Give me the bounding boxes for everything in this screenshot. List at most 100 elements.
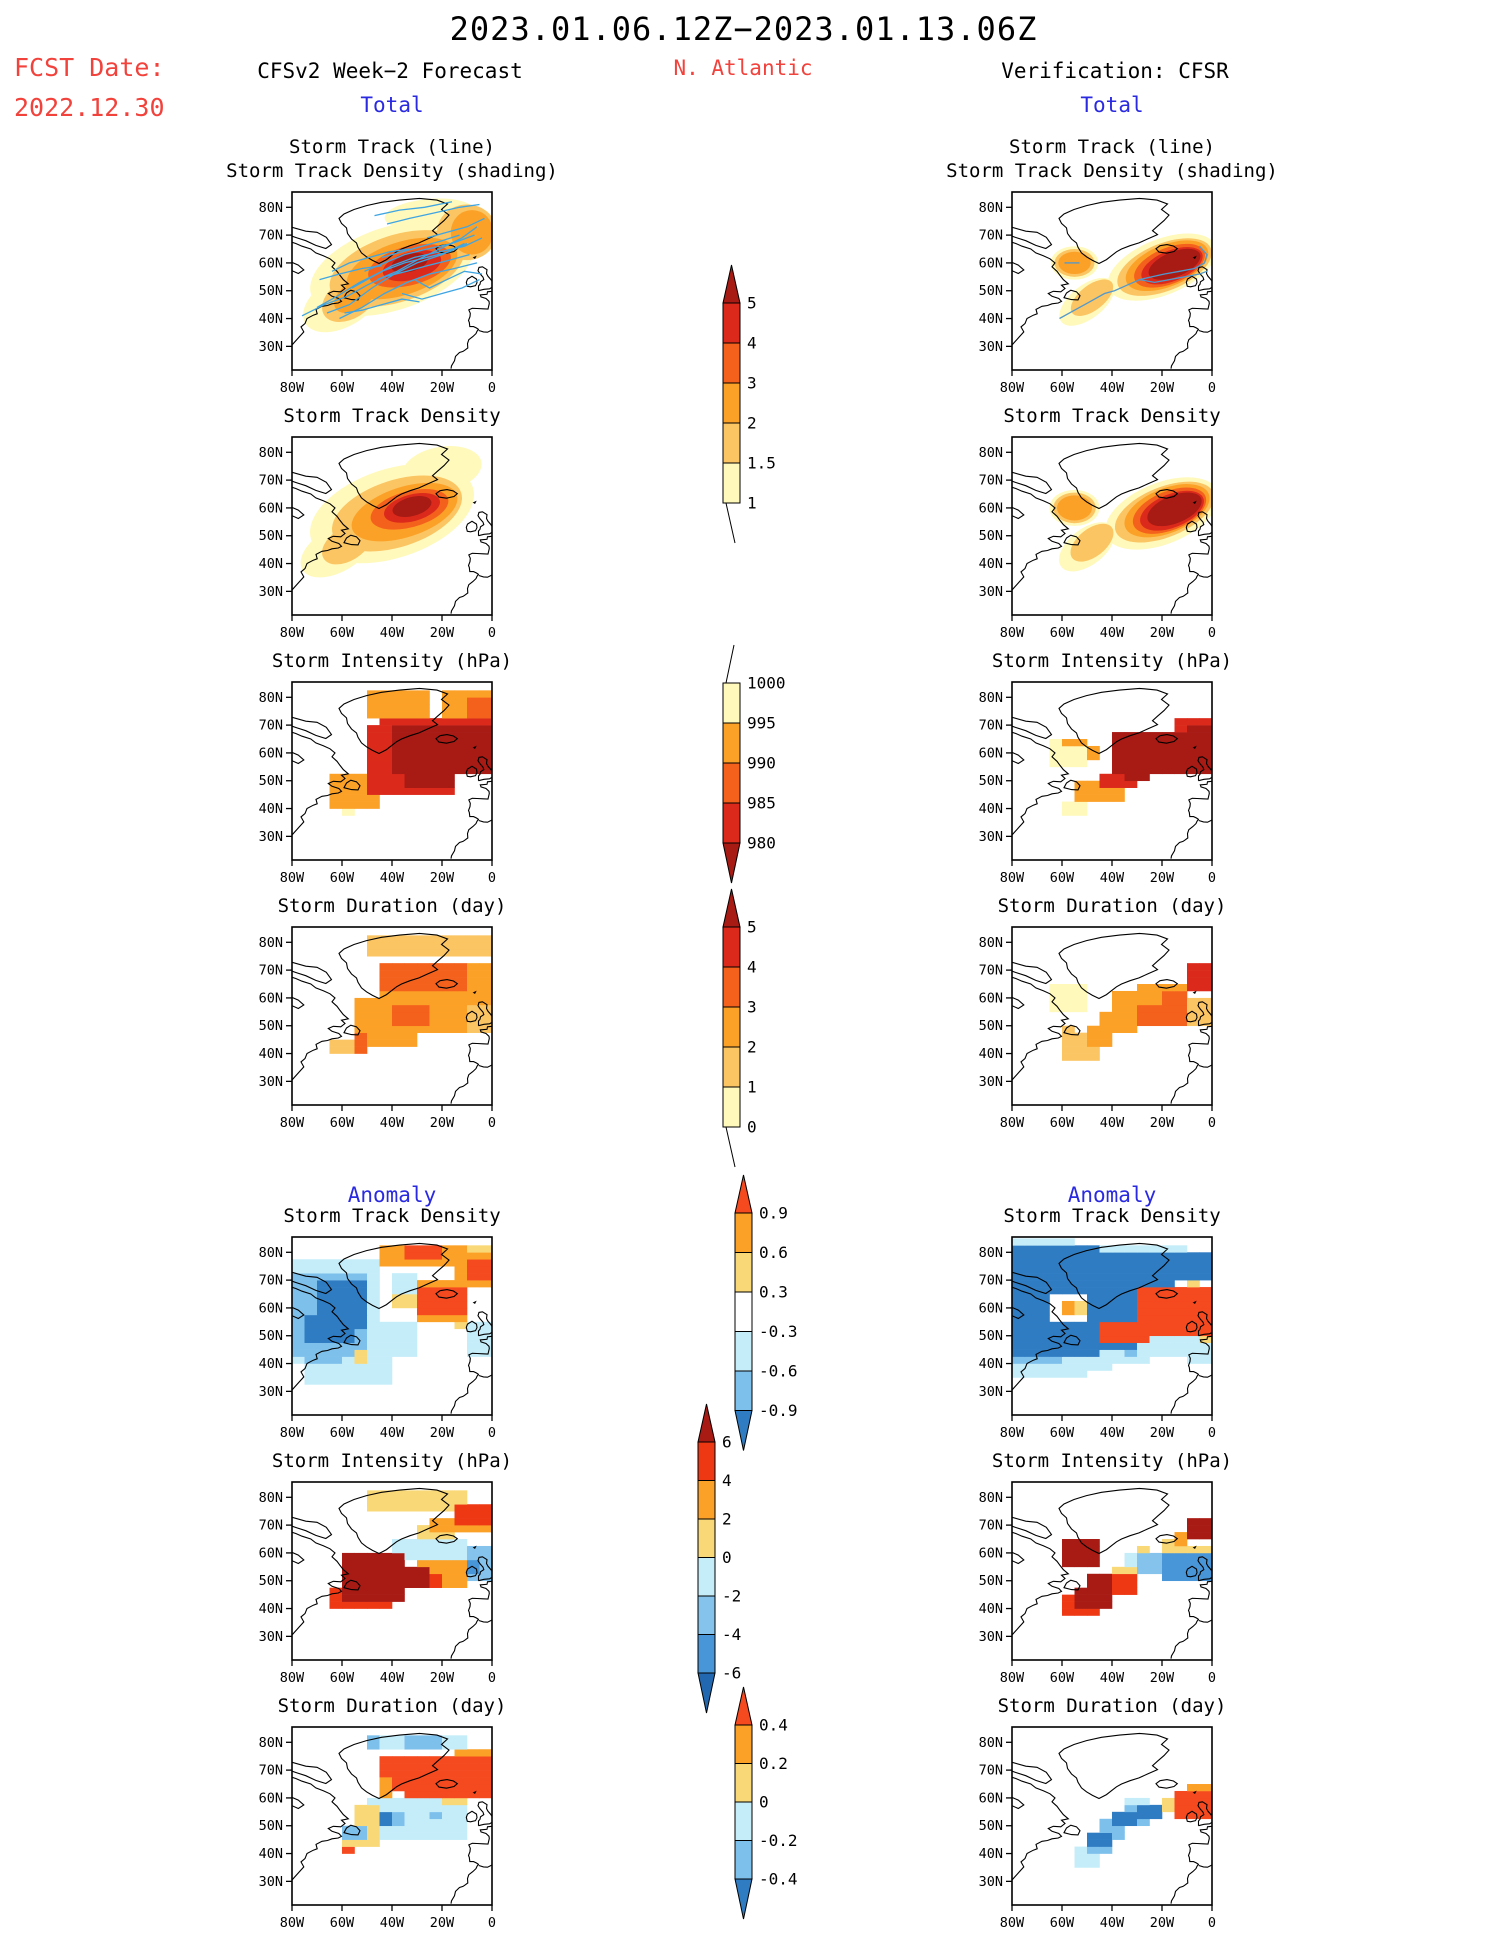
shading-cell xyxy=(429,739,443,747)
lat-tick-label: 30N xyxy=(259,1629,283,1645)
shading-cell xyxy=(442,1811,455,1820)
shading-cell xyxy=(379,1342,393,1350)
shading-cell xyxy=(1174,1573,1188,1582)
lat-tick-label: 80N xyxy=(979,1245,1003,1261)
shading-cell xyxy=(379,1825,393,1833)
shading-cell xyxy=(1087,1039,1100,1047)
shading-cell xyxy=(342,1266,355,1274)
lat-tick-label: 70N xyxy=(979,228,1003,244)
shading-cell xyxy=(1149,997,1163,1006)
shading-cell xyxy=(1087,1363,1100,1371)
shading-cell xyxy=(1062,1539,1075,1547)
lat-tick-label: 60N xyxy=(979,1300,1003,1316)
shading-cell xyxy=(1187,1307,1200,1316)
panel-title-fcst-anom-track-density: Storm Track Density xyxy=(283,1205,501,1227)
lat-tick-label: 60N xyxy=(259,255,283,271)
colorbar-segment xyxy=(697,1595,716,1635)
shading-cell xyxy=(1199,1552,1212,1561)
shading-cell xyxy=(404,1273,418,1281)
lat-tick-label: 40N xyxy=(979,1846,1003,1862)
shading-cell xyxy=(442,935,455,943)
shading-cell xyxy=(479,690,492,698)
shading-cell xyxy=(1124,773,1138,782)
shading-cell xyxy=(442,1559,455,1568)
shading-cell xyxy=(417,1770,430,1778)
shading-cell xyxy=(392,704,405,712)
shading-cell xyxy=(467,1335,480,1343)
lon-tick-label: 40W xyxy=(380,380,405,396)
shading-cell xyxy=(367,942,380,950)
shading-cell xyxy=(417,970,430,978)
shading-cell xyxy=(442,1573,455,1582)
shading-cell xyxy=(1174,1259,1188,1267)
shading-cell xyxy=(329,780,343,788)
shading-cell xyxy=(1137,739,1150,747)
shading-cell xyxy=(1149,1811,1163,1820)
shading-cell xyxy=(367,1287,380,1295)
shading-cell xyxy=(442,1004,455,1013)
shading-cell xyxy=(479,711,492,719)
lon-tick-label: 60W xyxy=(1050,1670,1075,1686)
shading-cell xyxy=(467,1004,480,1013)
lat-tick-label: 40N xyxy=(979,1356,1003,1372)
section-header-anomaly-verification: Anomaly xyxy=(1067,1183,1157,1207)
shading-cell xyxy=(379,732,393,740)
shading-cell xyxy=(379,1784,393,1792)
shading-cell xyxy=(1137,1545,1150,1554)
shading-cell xyxy=(317,1294,330,1302)
shading-cell xyxy=(417,1497,430,1505)
panel-title-fcst-total-duration: Storm Duration (day) xyxy=(277,895,507,917)
shading-cell xyxy=(467,1559,480,1568)
shading-cell xyxy=(404,1566,418,1575)
section-header-total-forecast: Total xyxy=(360,93,424,117)
panel-title-fcst-total-track-density: Storm Track Density xyxy=(283,405,501,427)
shading-cell xyxy=(1187,1273,1200,1281)
shading-cell xyxy=(1174,752,1188,761)
shading-cell xyxy=(1137,745,1150,754)
shading-cell xyxy=(1099,1280,1113,1288)
shading-cell xyxy=(342,780,355,788)
shading-cell xyxy=(354,1566,368,1575)
shading-cell xyxy=(1062,1601,1075,1609)
shading-cell xyxy=(1199,1545,1212,1554)
shading-cell xyxy=(379,1552,393,1561)
shading-cell xyxy=(329,1280,343,1288)
shading-cell xyxy=(379,780,393,788)
shading-cell xyxy=(454,1545,468,1554)
shading-cell xyxy=(1062,1559,1075,1568)
shading-cell xyxy=(1137,732,1150,740)
shading-cell xyxy=(454,1742,468,1750)
shading-cell xyxy=(1024,1321,1038,1330)
shading-cell xyxy=(379,1039,393,1047)
colorbar-segment xyxy=(722,462,741,504)
shading-cell xyxy=(479,766,492,775)
shading-cell xyxy=(1037,1370,1050,1378)
shading-cell xyxy=(379,970,393,978)
shading-cell xyxy=(479,935,492,943)
shading-cell xyxy=(342,1342,355,1350)
shading-cell xyxy=(429,1552,443,1561)
shading-cell xyxy=(1037,1280,1050,1288)
shading-cell xyxy=(1149,1287,1163,1295)
shading-cell xyxy=(479,1518,492,1526)
shading-cell xyxy=(479,997,492,1006)
shading-cell xyxy=(1087,752,1100,761)
shading-cell xyxy=(1099,1259,1113,1267)
lat-tick-label: 70N xyxy=(259,1763,283,1779)
shading-cell xyxy=(429,1573,443,1582)
shading-cell xyxy=(379,1804,393,1813)
shading-cell xyxy=(1174,1252,1188,1260)
shading-cell xyxy=(292,1335,305,1343)
shading-cell xyxy=(1087,1025,1100,1033)
shading-cell xyxy=(1087,787,1100,795)
shading-cell xyxy=(367,787,380,795)
lat-tick-label: 80N xyxy=(979,445,1003,461)
shading-cell xyxy=(1062,1342,1075,1350)
shading-cell xyxy=(479,732,492,740)
shading-cell xyxy=(367,1280,380,1288)
lat-tick-label: 30N xyxy=(979,1384,1003,1400)
